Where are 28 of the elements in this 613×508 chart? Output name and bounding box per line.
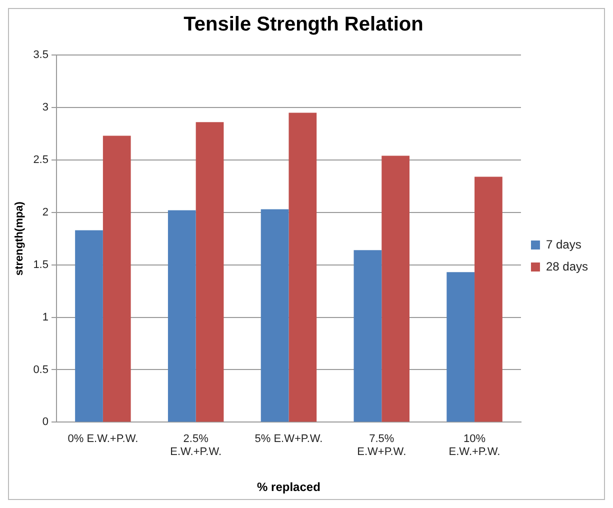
legend-label: 7 days xyxy=(546,237,582,252)
x-tick-label: 2.5% E.W.+P.W. xyxy=(170,432,222,458)
chart-title: Tensile Strength Relation xyxy=(184,14,424,36)
y-tick-label: 1 xyxy=(42,311,48,324)
legend-label: 28 days xyxy=(546,259,588,274)
y-tick-label: 2 xyxy=(42,206,48,218)
x-tick-label: 5% E.W+P.W. xyxy=(254,432,323,445)
bar xyxy=(382,156,410,422)
y-tick-label: 0.5 xyxy=(33,364,48,376)
x-tick-label: 7.5% E.W+P.W. xyxy=(357,432,406,458)
bar xyxy=(288,112,317,422)
x-tick-label: 10% E.W.+P.W. xyxy=(448,432,500,458)
bar xyxy=(446,272,475,422)
y-tick-label: 0 xyxy=(42,416,48,428)
bar xyxy=(75,230,103,422)
y-tick-label: 1.5 xyxy=(33,258,48,271)
y-tick-label: 2.5 xyxy=(33,154,48,166)
bar xyxy=(102,136,131,422)
x-axis-title: % replaced xyxy=(257,480,320,494)
bar xyxy=(354,250,382,422)
y-tick-label: 3.5 xyxy=(33,49,48,62)
x-tick-label: 0% E.W.+P.W. xyxy=(68,432,138,445)
bar xyxy=(196,122,224,422)
y-axis-title: strength(mpa) xyxy=(14,201,26,276)
bar xyxy=(260,209,289,422)
y-tick-label: 3 xyxy=(42,101,48,114)
bar xyxy=(474,176,502,422)
bar xyxy=(168,210,196,422)
